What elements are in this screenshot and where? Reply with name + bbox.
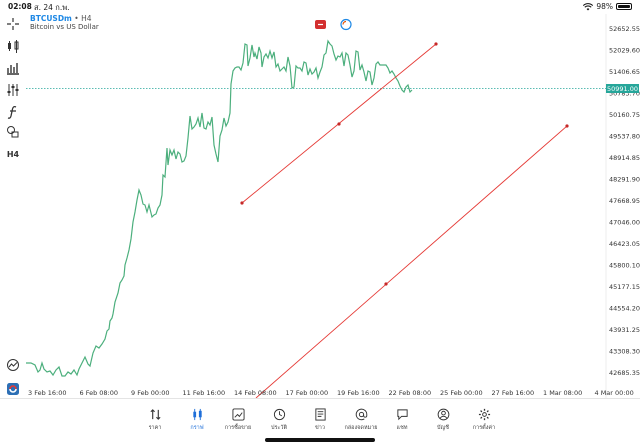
time-tick-label: 11 Feb 16:00 <box>183 389 226 397</box>
crosshair-icon[interactable] <box>5 16 21 32</box>
timeframe-button[interactable]: H4 <box>6 149 20 159</box>
account-icon <box>436 407 450 421</box>
status-time: 02:08 <box>8 2 32 11</box>
nav-label: การซื้อขาย <box>224 425 252 431</box>
nav-quotes[interactable]: ราคา <box>133 407 177 432</box>
left-toolbar: H4 <box>0 14 26 398</box>
nav-settings[interactable]: การตั้งค่า <box>462 407 506 432</box>
time-tick-label: 25 Feb 00:00 <box>440 389 483 397</box>
price-tick-label: 46423.05 <box>609 240 640 248</box>
time-tick-label: 9 Feb 00:00 <box>131 389 170 397</box>
time-tick-label: 6 Feb 08:00 <box>80 389 119 397</box>
news-icon <box>313 407 327 421</box>
time-tick-label: 19 Feb 16:00 <box>337 389 380 397</box>
gear-icon <box>477 407 491 421</box>
trendline-upper-handle-start[interactable] <box>240 201 244 205</box>
status-bar: 02:08 ส. 24 ก.พ. 98% <box>0 0 640 14</box>
time-tick-label: 1 Mar 08:00 <box>543 389 582 397</box>
arrows-updown-icon <box>148 407 162 421</box>
function-icon[interactable] <box>5 104 21 120</box>
nav-label: ราคา <box>148 425 162 431</box>
symbol-name[interactable]: BTCUSDm <box>30 14 72 23</box>
time-tick-label: 4 Mar 00:00 <box>595 389 634 397</box>
trendlines[interactable] <box>240 42 569 398</box>
price-tick-label: 43931.25 <box>609 326 640 334</box>
price-tick-label: 48914.85 <box>609 154 640 162</box>
price-tick-label: 52652.55 <box>609 25 640 33</box>
status-indicators: 98% <box>583 2 632 11</box>
trendline-lower[interactable] <box>255 125 568 398</box>
price-tick-label: 47046.00 <box>609 219 640 227</box>
trendline-lower-handle-end[interactable] <box>565 124 569 128</box>
battery-percent: 98% <box>596 2 613 11</box>
time-tick-label: 27 Feb 16:00 <box>492 389 535 397</box>
chart-area[interactable]: 52652.55 52029.60 51406.65 50783.70 50160.75… <box>26 14 640 398</box>
price-chart[interactable]: 52652.55 52029.60 51406.65 50783.70 50160.75… <box>26 14 640 398</box>
settings-sliders-icon[interactable] <box>5 82 21 98</box>
price-tick-label: 49537.80 <box>609 133 640 141</box>
nav-label: แชท <box>396 425 408 431</box>
time-tick-label: 3 Feb 16:00 <box>28 389 67 397</box>
nav-chat[interactable]: แชท <box>380 407 424 432</box>
home-indicator <box>265 438 375 442</box>
symbol-separator: • <box>74 14 79 23</box>
nav-label: ประวัติ <box>270 425 288 431</box>
shapes-icon[interactable] <box>5 124 21 140</box>
wifi-icon <box>583 2 594 10</box>
nav-news[interactable]: ข่าว <box>298 407 342 432</box>
price-tick-label: 45177.15 <box>609 283 640 291</box>
price-tick-label: 50160.75 <box>609 111 640 119</box>
time-tick-label: 22 Feb 08:00 <box>389 389 432 397</box>
time-axis: 3 Feb 16:00 6 Feb 08:00 9 Feb 00:00 11 Feb … <box>28 389 634 397</box>
price-tick-label: 44554.20 <box>609 305 640 313</box>
price-tick-label: 43308.30 <box>609 348 640 356</box>
chart-reset-icon[interactable] <box>5 357 21 373</box>
history-icon <box>272 407 286 421</box>
price-tick-label: 42685.35 <box>609 369 640 377</box>
price-tick-label: 48291.90 <box>609 176 640 184</box>
nav-label: กล่องจดหมาย <box>344 425 378 431</box>
nav-mailbox[interactable]: กล่องจดหมาย <box>339 407 383 432</box>
nav-label: บัญชี <box>437 425 449 431</box>
status-date: ส. 24 ก.พ. <box>34 3 70 12</box>
time-tick-label: 17 Feb 00:00 <box>286 389 329 397</box>
bar-chart-icon[interactable] <box>5 60 21 76</box>
nav-chart[interactable]: กราฟ <box>175 407 219 432</box>
price-line <box>26 39 413 377</box>
battery-icon <box>616 3 632 10</box>
candles-icon <box>190 407 204 421</box>
nav-history[interactable]: ประวัติ <box>257 407 301 432</box>
nav-label: ข่าว <box>315 425 325 431</box>
symbol-header[interactable]: BTCUSDm • H4 <box>30 14 92 23</box>
trendline-upper-handle-end[interactable] <box>434 42 438 46</box>
nav-label: กราฟ <box>190 425 204 431</box>
price-tick-label: 50783.70 <box>609 90 640 98</box>
nav-label: การตั้งค่า <box>472 425 496 431</box>
chart-badges[interactable] <box>315 18 352 31</box>
price-tick-label: 51406.65 <box>609 68 640 76</box>
at-icon <box>354 407 368 421</box>
trend-icon <box>231 407 245 421</box>
candlestick-icon[interactable] <box>5 38 21 54</box>
price-axis: 52652.55 52029.60 51406.65 50783.70 50160.75… <box>609 25 640 377</box>
trendline-lower-handle-mid[interactable] <box>384 282 388 286</box>
chat-icon <box>395 407 409 421</box>
price-tick-label: 47668.95 <box>609 197 640 205</box>
trendline-upper-handle-mid[interactable] <box>337 122 341 126</box>
broker-logo-icon[interactable] <box>5 381 21 397</box>
price-tick-label: 52029.60 <box>609 47 640 55</box>
symbol-timeframe: H4 <box>81 14 92 23</box>
time-tick-label: 14 Feb 08:00 <box>234 389 277 397</box>
current-price-tag: 50991.00 <box>606 84 639 93</box>
price-tick-label: 45800.10 <box>609 262 640 270</box>
symbol-description: Bitcoin vs US Dollar <box>30 23 99 31</box>
nav-trade[interactable]: การซื้อขาย <box>216 407 260 432</box>
nav-accounts[interactable]: บัญชี <box>421 407 465 432</box>
